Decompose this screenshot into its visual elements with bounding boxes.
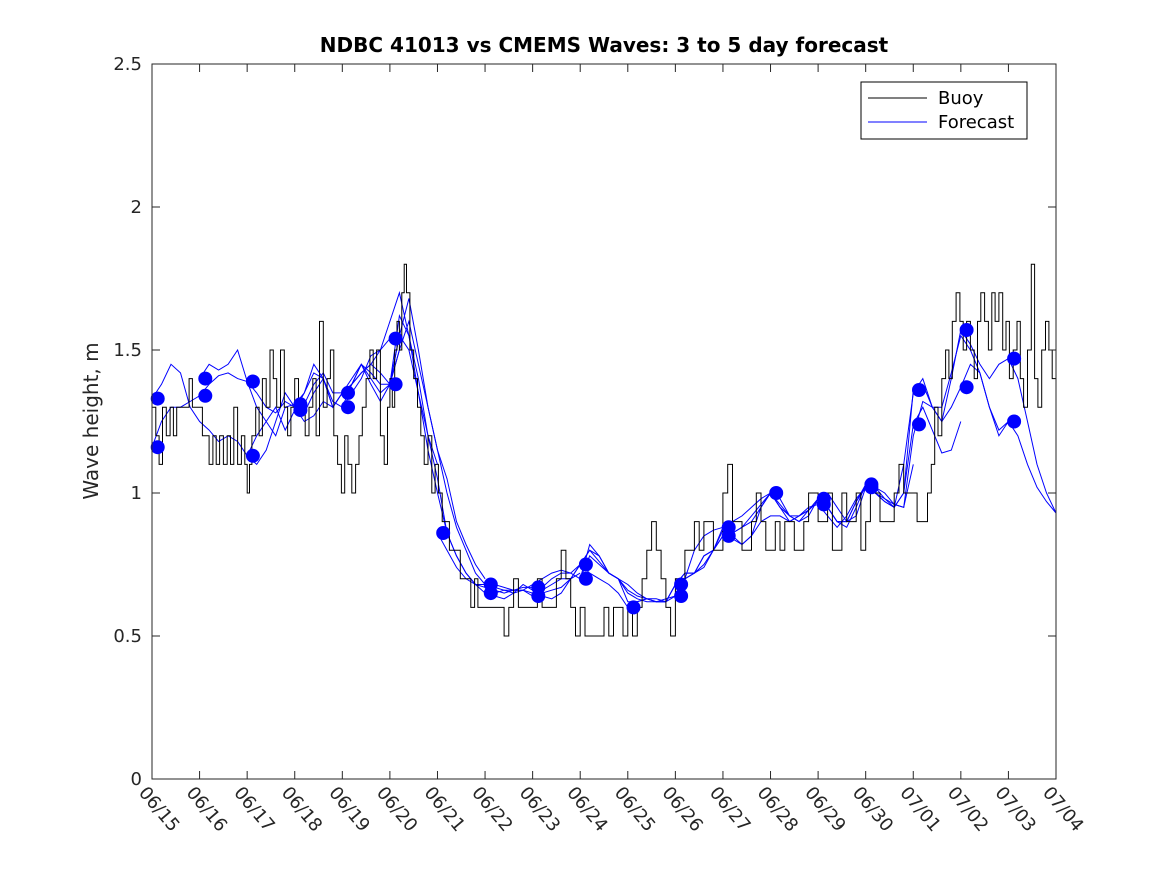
forecast-marker-33 [959,380,974,395]
forecast-marker-1 [150,391,165,406]
forecast-marker-13 [436,526,451,540]
forecast-marker-layer [150,323,1022,615]
forecast-line-3 [199,290,438,465]
forecast-marker-8 [293,403,308,418]
forecast-line-11 [579,501,819,603]
forecast-line-4 [246,298,486,580]
forecast-line-15 [770,363,1009,523]
buoy-line [152,263,1057,637]
forecast-marker-31 [912,417,926,432]
y-axis-title: Wave height, m [79,342,103,499]
axes-box [151,63,1057,780]
forecast-marker-19 [578,571,593,586]
forecast-marker-35 [1007,414,1022,429]
forecast-marker-6 [245,448,260,463]
forecast-line-16 [817,328,1057,523]
legend-buoy-label: Buoy [938,88,984,109]
forecast-marker-15 [483,586,498,601]
legend: Buoy Forecast [860,81,1028,140]
forecast-marker-25 [769,486,784,500]
y-tick-label-4: 2 [131,197,142,218]
plot-area [152,64,1056,779]
forecast-marker-24 [721,528,736,543]
forecast-marker-9 [341,385,355,400]
forecast-marker-10 [341,400,355,415]
series-layer [151,263,1057,637]
forecast-marker-17 [531,589,546,603]
forecast-marker-18 [578,557,593,572]
forecast-marker-27 [816,497,831,512]
y-tick-label-3: 1.5 [113,340,142,361]
forecast-marker-22 [674,589,689,603]
y-tick-label-2: 1 [131,483,142,504]
forecast-marker-20 [626,600,641,615]
forecast-marker-12 [388,377,403,392]
forecast-line-7 [389,334,629,608]
forecast-marker-30 [912,383,926,397]
forecast-marker-21 [674,577,689,592]
forecast-marker-29 [864,480,879,495]
forecast-marker-32 [959,323,974,337]
forecast-marker-34 [1007,351,1022,366]
forecast-marker-11 [388,331,403,346]
legend-box [860,81,1028,140]
forecast-marker-3 [198,371,213,386]
forecast-marker-2 [150,440,165,455]
y-tick-label-1: 0.5 [113,626,142,647]
forecast-marker-4 [198,388,213,403]
forecast-marker-5 [245,374,260,389]
forecast-line-8 [437,532,676,603]
y-tick-label-5: 2.5 [113,54,142,75]
chart-title: NDBC 41013 vs CMEMS Waves: 3 to 5 day fo… [320,33,889,57]
legend-forecast-label: Forecast [938,112,1014,133]
y-tick-label-0: 0 [131,769,142,790]
